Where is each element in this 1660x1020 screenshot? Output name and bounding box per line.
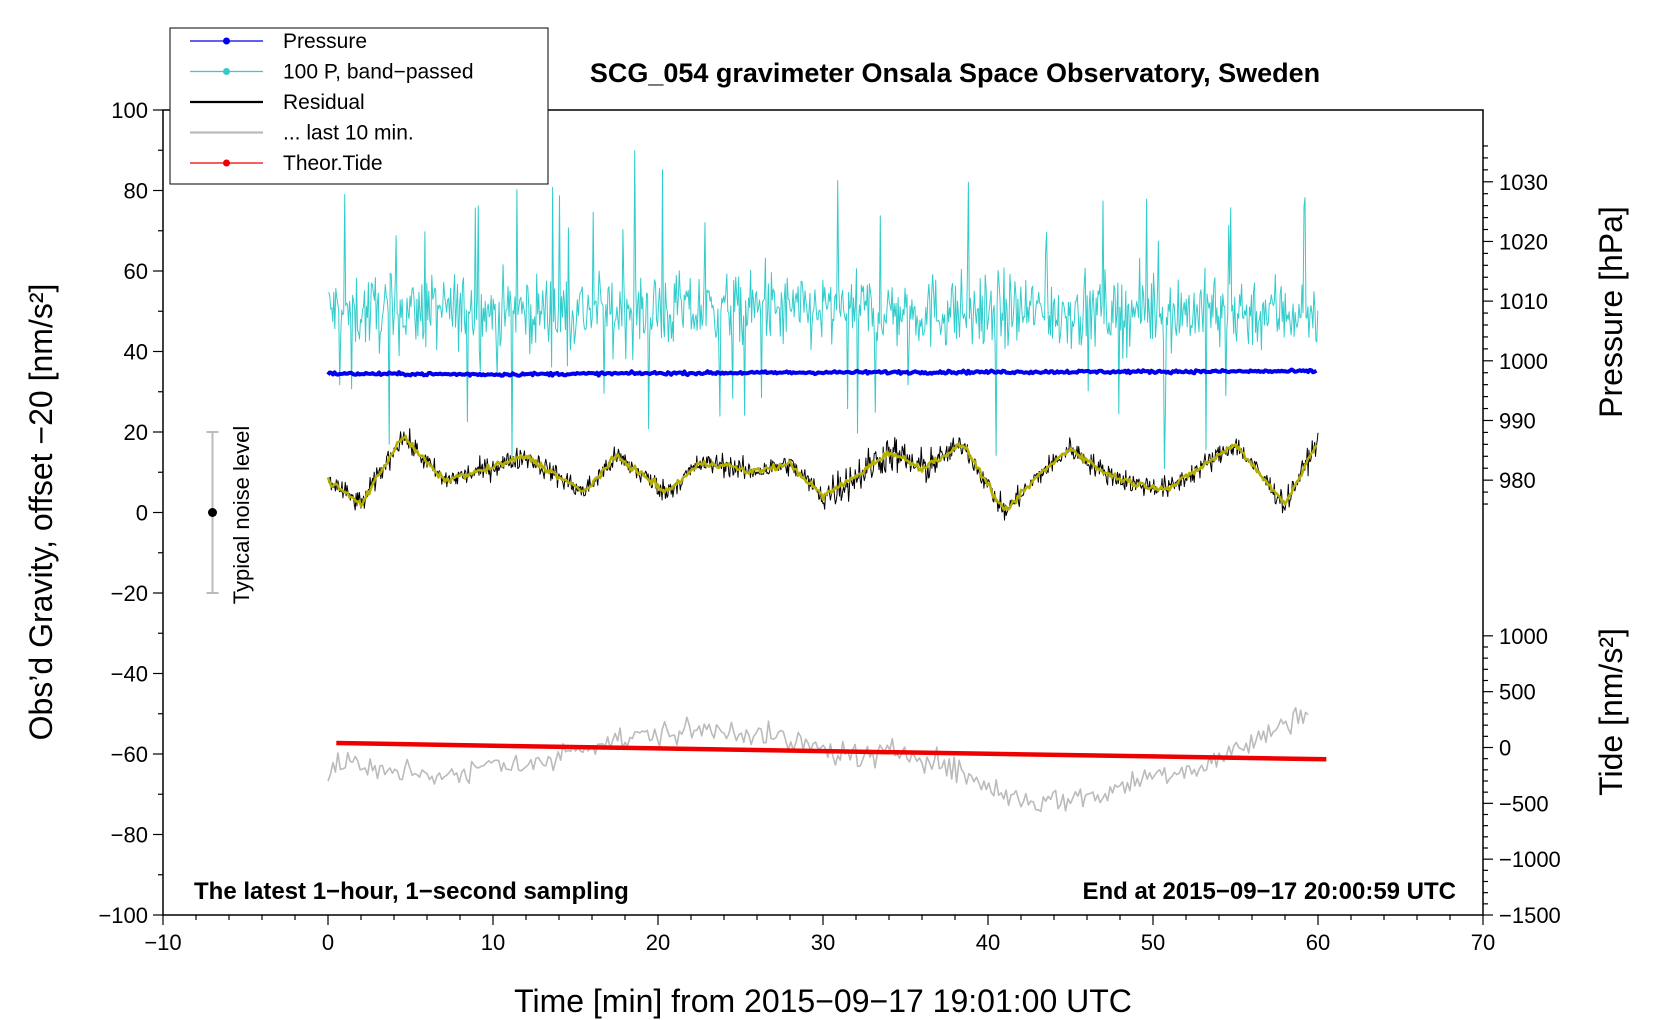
- pressure-tick-label: 1000: [1499, 349, 1548, 374]
- y-left-tick-label: −20: [111, 581, 148, 606]
- y-left-axis-ticks: −100 −80 −60 −40 −20 0 20 40 60 80 100: [98, 98, 163, 928]
- y-left-tick-label: 0: [136, 501, 148, 526]
- x-tick-label: 30: [811, 930, 835, 955]
- noise-bar-point: [208, 508, 217, 517]
- tide-axis-title: Tide [nm/s²]: [1593, 628, 1629, 796]
- x-tick-label: 70: [1471, 930, 1495, 955]
- sampling-note: The latest 1−hour, 1−second sampling: [194, 878, 629, 905]
- series-band-passed-pressure: [328, 150, 1319, 469]
- series-residual-smoothed: [326, 434, 1318, 512]
- series-pressure: [326, 367, 1318, 378]
- x-tick-label: 20: [646, 930, 670, 955]
- plot-frame: [162, 109, 1484, 916]
- pressure-tick-label: 980: [1499, 468, 1536, 493]
- series-theor-tide: [336, 740, 1327, 762]
- x-axis-ticks: −10 0 10 20 30 40 50 60 70: [144, 915, 1495, 955]
- y-left-tick-label: 100: [111, 98, 148, 123]
- x-tick-label: 50: [1141, 930, 1165, 955]
- series-residual: [327, 428, 1319, 521]
- x-tick-label: 10: [481, 930, 505, 955]
- pressure-axis-ticks: 980 990 1000 1010 1020 1030: [1483, 145, 1548, 505]
- y-left-tick-label: 20: [124, 420, 148, 445]
- pressure-tick-label: 1010: [1499, 289, 1548, 314]
- pressure-axis-title: Pressure [hPa]: [1593, 206, 1629, 418]
- y-left-tick-label: −80: [111, 823, 148, 848]
- legend-label: Residual: [283, 91, 365, 114]
- legend-label: ... last 10 min.: [283, 122, 414, 145]
- y-left-tick-label: 40: [124, 340, 148, 365]
- pressure-tick-label: 1020: [1499, 229, 1548, 254]
- pressure-tick-label: 1030: [1499, 170, 1548, 195]
- y-left-tick-label: 60: [124, 259, 148, 284]
- series-last-10-min: [327, 706, 1309, 813]
- legend-label: 100 P, band−passed: [283, 61, 474, 84]
- noise-level-label: Typical noise level: [229, 426, 254, 605]
- chart-title: SCG_054 gravimeter Onsala Space Observat…: [590, 58, 1320, 88]
- legend-label: Theor.Tide: [283, 152, 383, 175]
- tide-axis-ticks: 1000 500 0 −500 −1000 −1500: [1483, 624, 1561, 928]
- tide-tick-label: 0: [1499, 736, 1511, 761]
- end-time-note: End at 2015−09−17 20:00:59 UTC: [1082, 878, 1456, 905]
- legend: Pressure 100 P, band−passed Residual ... la…: [169, 27, 549, 185]
- y-left-tick-label: −60: [111, 742, 148, 767]
- series-layer: [326, 150, 1327, 813]
- noise-level-bar: [206, 431, 219, 594]
- pressure-tick-label: 990: [1499, 408, 1536, 433]
- legend-marker: [223, 37, 230, 45]
- legend-marker: [223, 68, 230, 75]
- tide-tick-label: −1500: [1499, 903, 1561, 928]
- x-tick-label: 0: [322, 930, 334, 955]
- y-left-tick-label: 80: [124, 179, 148, 204]
- x-axis-title: Time [min] from 2015−09−17 19:01:00 UTC: [514, 983, 1132, 1019]
- tide-tick-label: 1000: [1499, 624, 1548, 649]
- legend-marker: [223, 159, 230, 167]
- y-left-tick-label: −40: [111, 662, 148, 687]
- tide-tick-label: 500: [1499, 680, 1536, 705]
- legend-label: Pressure: [283, 30, 367, 53]
- y-left-tick-label: −100: [98, 903, 148, 928]
- x-tick-label: 60: [1306, 930, 1330, 955]
- tide-tick-label: −1000: [1499, 847, 1561, 872]
- tide-tick-label: −500: [1499, 791, 1549, 816]
- x-tick-label: −10: [144, 930, 181, 955]
- y-left-axis-title: Obs’d Gravity, offset −20 [nm/s²]: [23, 284, 59, 741]
- x-tick-label: 40: [976, 930, 1000, 955]
- legend-box: [169, 27, 549, 185]
